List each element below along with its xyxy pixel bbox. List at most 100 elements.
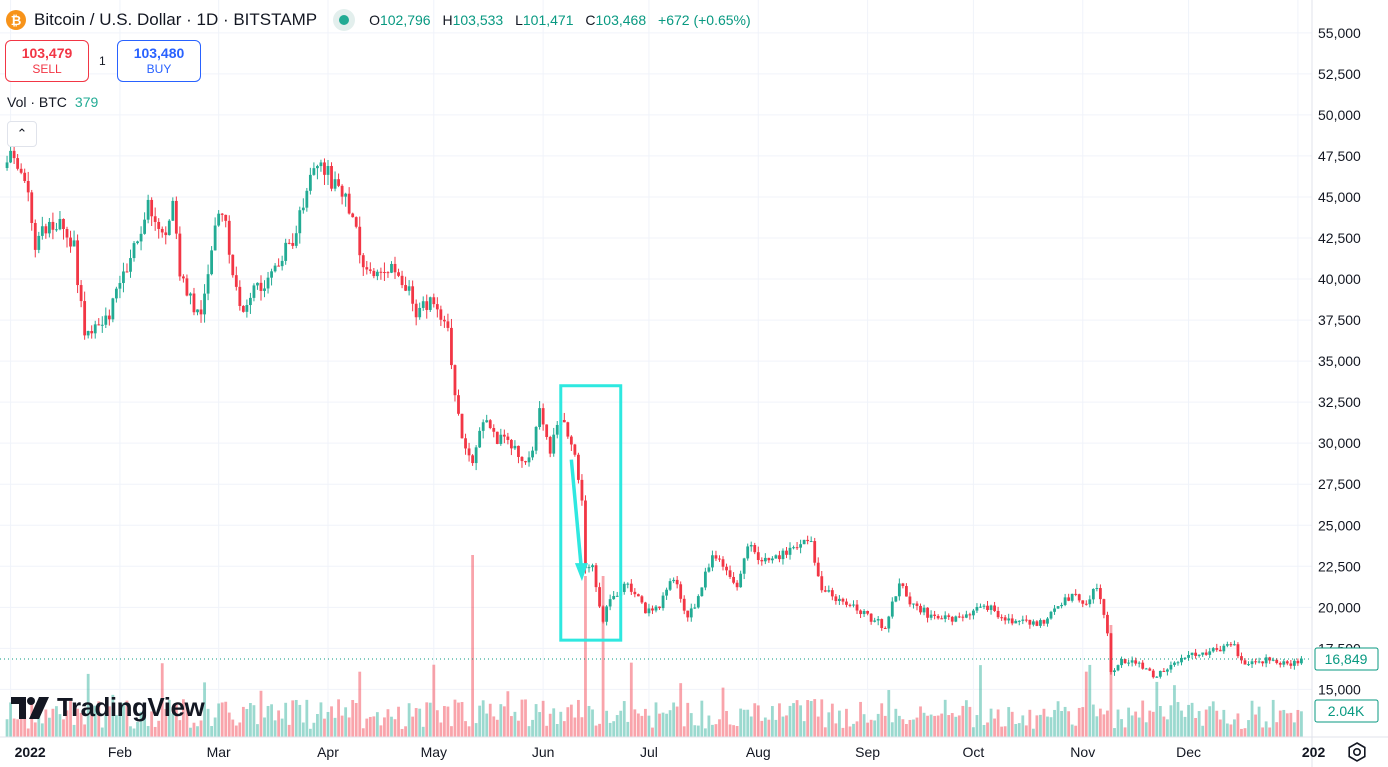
volume-bar xyxy=(809,701,813,737)
volume-bar xyxy=(996,709,1000,737)
time-axis[interactable]: 2022 Feb Mar Apr May Jun Jul Aug Sep Oct Nov Dec 202 xyxy=(0,736,1388,760)
candle-body xyxy=(693,607,697,609)
symbol-title[interactable]: Bitcoin / U.S. Dollar · 1D · BITSTAMP xyxy=(34,10,318,29)
volume-bar xyxy=(552,708,556,737)
volume-bar xyxy=(1063,706,1067,737)
chart-settings-icon[interactable] xyxy=(1346,741,1368,763)
volume-bar xyxy=(421,726,425,737)
candle xyxy=(1046,617,1049,627)
sell-button[interactable]: 103,479 SELL xyxy=(5,40,89,82)
candle xyxy=(270,268,273,286)
candle xyxy=(160,226,164,238)
candle xyxy=(545,424,549,440)
candle-body xyxy=(390,263,393,273)
candle xyxy=(823,585,827,593)
volume-bar xyxy=(259,690,263,737)
candle-body xyxy=(464,438,467,449)
volume-bar xyxy=(608,722,612,737)
candle xyxy=(488,419,492,430)
candle-body xyxy=(721,559,725,567)
collapse-legend-button[interactable]: ⌃ xyxy=(7,121,37,147)
candle xyxy=(954,615,958,623)
candle-body xyxy=(189,293,192,296)
volume-bar xyxy=(1243,728,1247,737)
candle xyxy=(1250,658,1254,668)
market-status-indicator[interactable] xyxy=(333,9,356,31)
volume-bar xyxy=(1247,720,1250,737)
volume-bar xyxy=(933,715,937,737)
candle-body xyxy=(739,573,743,588)
candle-body xyxy=(651,608,654,611)
candle xyxy=(1225,641,1229,648)
volume-bar xyxy=(841,727,845,737)
candle xyxy=(513,440,517,451)
volume-bar xyxy=(323,718,326,737)
volume-bar xyxy=(125,700,129,737)
volume-bar xyxy=(136,721,139,737)
candle xyxy=(495,431,499,445)
candle xyxy=(104,307,108,329)
volume-bar xyxy=(26,728,30,737)
candle xyxy=(693,603,697,610)
candle-body xyxy=(622,583,626,592)
candle xyxy=(979,603,982,608)
volume-bar xyxy=(848,726,852,737)
candle xyxy=(308,167,312,195)
candle-body xyxy=(1067,597,1071,601)
volume-bar xyxy=(827,712,831,737)
volume-bar xyxy=(432,664,436,737)
candle xyxy=(873,617,877,623)
volume-bar xyxy=(905,724,908,737)
candle xyxy=(986,600,989,612)
buy-button[interactable]: 103,480 BUY xyxy=(117,40,201,82)
volume-bar xyxy=(245,708,249,737)
volume-bar xyxy=(44,709,48,737)
candle xyxy=(1098,584,1102,605)
candle-body xyxy=(111,298,115,320)
candle xyxy=(534,425,538,455)
quantity-value[interactable]: 1 xyxy=(99,54,106,68)
volume-bar xyxy=(591,709,594,737)
volume-bar xyxy=(1208,706,1212,737)
volume-bar xyxy=(887,690,891,737)
volume-bar xyxy=(975,715,979,737)
candle xyxy=(245,299,249,318)
volume-bar xyxy=(199,720,203,737)
candle xyxy=(636,593,640,597)
candle xyxy=(157,218,161,239)
candle-body xyxy=(1060,604,1063,607)
candle xyxy=(192,287,196,316)
volume-bar xyxy=(1031,728,1035,737)
candle-body xyxy=(689,608,693,618)
volume-bar xyxy=(1225,723,1229,737)
candle xyxy=(1042,619,1046,627)
candle-body xyxy=(813,541,817,563)
volume-bar xyxy=(1010,711,1014,737)
volume-bar xyxy=(86,673,90,737)
candle-body xyxy=(816,562,820,577)
candle xyxy=(651,605,654,615)
volume-bar xyxy=(725,710,728,737)
candle-body xyxy=(912,603,915,605)
candle-body xyxy=(679,584,683,599)
candle-body xyxy=(517,445,520,457)
tradingview-logo[interactable]: TradingView xyxy=(9,692,205,723)
annotation[interactable] xyxy=(559,384,623,642)
candle xyxy=(876,616,880,626)
candle-body xyxy=(862,611,866,615)
volume-bar xyxy=(644,708,647,737)
candle xyxy=(217,210,221,227)
volume-bar xyxy=(989,708,993,737)
candle xyxy=(1053,605,1056,615)
candle xyxy=(573,443,577,457)
close-label: C xyxy=(585,12,596,28)
candle-body xyxy=(1183,657,1187,659)
candle xyxy=(263,280,266,298)
candle xyxy=(802,539,806,545)
volume-bar xyxy=(1169,705,1173,737)
candle-body xyxy=(993,605,996,611)
candle-body xyxy=(577,454,580,480)
candle xyxy=(555,421,559,439)
